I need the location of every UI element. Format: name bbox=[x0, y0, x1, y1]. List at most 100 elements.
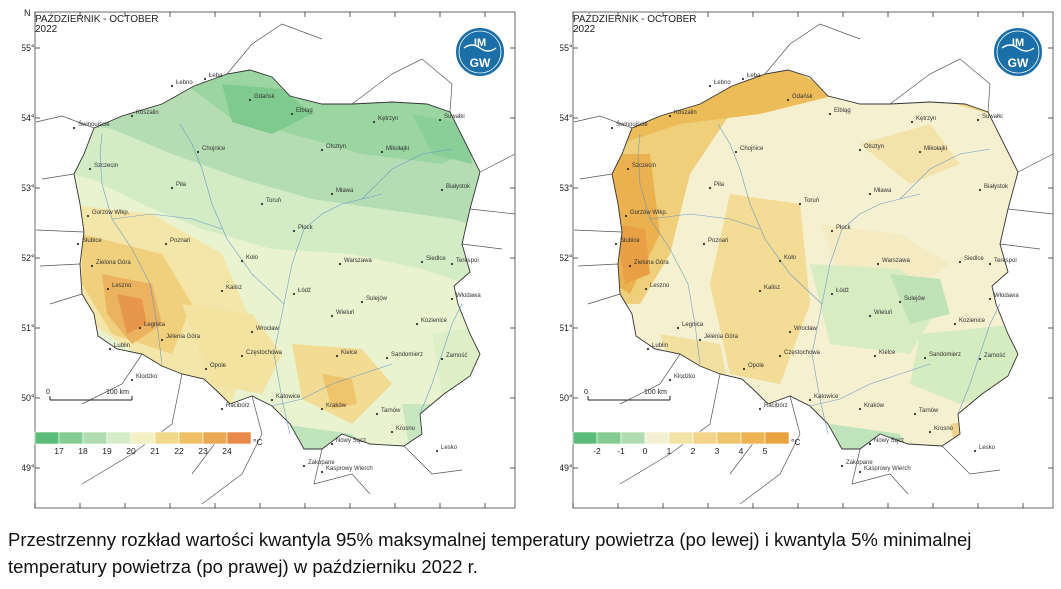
city-marker bbox=[76, 242, 80, 246]
color-legend-left: 17 18 19 20 21 22 23 24 °C bbox=[34, 431, 263, 456]
city-label: Kraków bbox=[864, 403, 885, 409]
map-title-line1: PAŹDZIERNIK - OCTOBER bbox=[35, 12, 159, 25]
legend-value: 23 bbox=[198, 446, 208, 456]
map-panel-right: Łeba Łebno Gdańsk Koszalin Elbląg Kętrzyn Suwa… bbox=[560, 4, 1061, 512]
logo-top-text: IM bbox=[1012, 37, 1024, 49]
neighbor-border-line bbox=[573, 23, 991, 129]
legend-swatch bbox=[34, 431, 60, 445]
city-marker bbox=[758, 407, 762, 411]
city-label: Leszno bbox=[112, 283, 132, 289]
river-line bbox=[809, 363, 931, 407]
city-label: Sandomierz bbox=[929, 352, 961, 358]
city-marker bbox=[292, 292, 296, 296]
city-marker bbox=[778, 259, 782, 263]
city-marker bbox=[734, 150, 738, 154]
city-label: Tarnów bbox=[919, 408, 939, 414]
city-label: Lesko bbox=[441, 445, 458, 451]
city-marker bbox=[290, 112, 294, 116]
map-title-line2: 2022 bbox=[35, 24, 58, 35]
city-marker bbox=[913, 412, 917, 416]
neighbor-borders-right bbox=[573, 23, 1054, 505]
city-label: Katowice bbox=[276, 394, 301, 400]
city-label: Wrocław bbox=[794, 326, 818, 332]
longitude-label: 15° bbox=[73, 511, 87, 512]
temperature-map-left: Łeba Łebno Gdańsk Koszalin Elbląg Kętrzyn Suwa… bbox=[22, 8, 516, 512]
city-marker bbox=[330, 314, 334, 318]
city-marker bbox=[380, 150, 384, 154]
city-marker bbox=[741, 77, 745, 81]
city-label: Płock bbox=[836, 225, 852, 231]
city-marker bbox=[375, 412, 379, 416]
city-marker bbox=[702, 242, 706, 246]
city-marker bbox=[415, 322, 419, 326]
city-marker bbox=[330, 192, 334, 196]
city-marker bbox=[798, 202, 802, 206]
scale-bar: 0 100 km bbox=[584, 389, 671, 401]
latitude-label: 49° bbox=[560, 463, 573, 473]
city-marker bbox=[338, 262, 342, 266]
city-marker bbox=[918, 150, 922, 154]
city-marker bbox=[170, 84, 174, 88]
legend-value: 2 bbox=[691, 446, 696, 456]
imgw-logo: IM GW bbox=[992, 26, 1044, 78]
longitude-label: 21° bbox=[343, 511, 357, 512]
city-marker bbox=[438, 118, 442, 122]
city-marker bbox=[240, 354, 244, 358]
latitude-label: 53° bbox=[22, 183, 35, 193]
neighbor-border-line bbox=[573, 173, 623, 267]
city-marker bbox=[240, 259, 244, 263]
city-label: Kielce bbox=[879, 350, 896, 356]
legend-swatch bbox=[226, 431, 252, 445]
color-legend-right: -2 -1 0 1 2 3 4 5 °C bbox=[572, 431, 801, 456]
city-label: Włodawa bbox=[456, 293, 481, 299]
city-label: Białystok bbox=[446, 184, 471, 190]
legend-value: 20 bbox=[126, 446, 136, 456]
city-label: Krosno bbox=[934, 426, 954, 432]
city-marker bbox=[320, 470, 324, 474]
neighbor-border-line bbox=[35, 23, 453, 129]
city-label: Łeba bbox=[209, 73, 223, 79]
legend-swatch bbox=[572, 431, 598, 445]
city-label: Jelenia Góra bbox=[704, 334, 739, 340]
latitude-label: 49° bbox=[22, 463, 35, 473]
longitude-labels-left: 14° 15° 16° 17° 18° 19° 20° 21° 22° 23° 24° bbox=[28, 511, 492, 512]
longitude-label: 14° bbox=[566, 511, 580, 512]
river-line bbox=[361, 148, 453, 200]
longitude-label: 22° bbox=[388, 511, 402, 512]
city-marker bbox=[220, 289, 224, 293]
north-label: N bbox=[24, 8, 31, 18]
river-line bbox=[111, 213, 223, 230]
city-label: Częstochowa bbox=[246, 350, 283, 356]
legend-unit: °C bbox=[253, 437, 263, 447]
city-marker bbox=[86, 214, 90, 218]
legend-value: 19 bbox=[102, 446, 112, 456]
city-marker bbox=[778, 354, 782, 358]
scale-zero: 0 bbox=[46, 389, 50, 396]
city-marker bbox=[385, 356, 389, 360]
city-marker bbox=[858, 470, 862, 474]
city-label: Świnoujście bbox=[616, 120, 648, 128]
latitude-label: 51° bbox=[22, 323, 35, 333]
city-label: Katowice bbox=[814, 394, 839, 400]
rivers-left bbox=[99, 123, 463, 435]
city-label: Białystok bbox=[984, 184, 1009, 190]
river-line bbox=[899, 148, 991, 200]
city-marker bbox=[668, 114, 672, 118]
city-label: Włodawa bbox=[994, 293, 1019, 299]
city-marker bbox=[830, 292, 834, 296]
city-label: Piła bbox=[176, 182, 187, 188]
logo-bottom-text: GW bbox=[1008, 56, 1029, 70]
longitude-label: 24° bbox=[478, 511, 492, 512]
river-line bbox=[99, 133, 163, 365]
city-marker bbox=[923, 356, 927, 360]
city-label: Legnica bbox=[144, 322, 166, 328]
city-label: Nowy Sącz bbox=[336, 438, 366, 444]
latitude-label: 55° bbox=[560, 43, 573, 53]
latitude-labels-left: 55° 54° 53° 52° 51° 50° 49° bbox=[22, 43, 35, 473]
city-label: Kozienice bbox=[959, 318, 986, 324]
city-marker bbox=[868, 442, 872, 446]
city-label: Wrocław bbox=[256, 326, 280, 332]
city-marker bbox=[164, 242, 168, 246]
city-label: Mława bbox=[874, 188, 892, 194]
city-label: Kłodzko bbox=[674, 374, 696, 380]
